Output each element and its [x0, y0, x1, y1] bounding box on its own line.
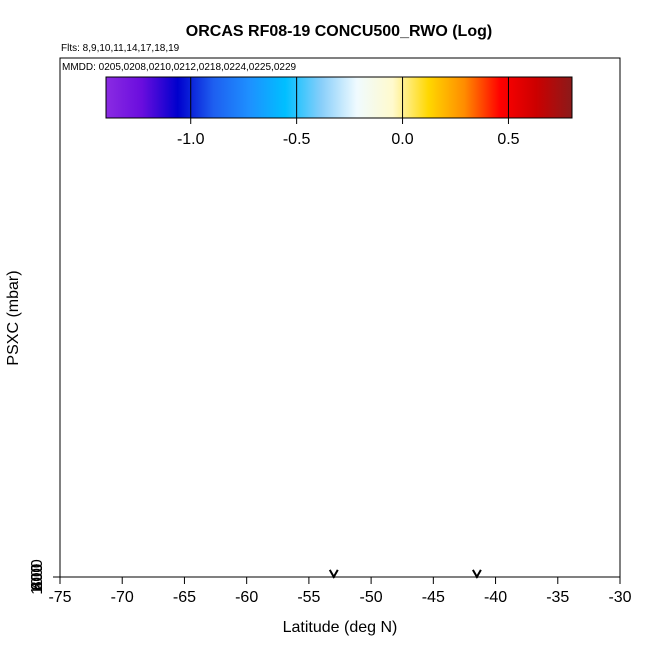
colorbar-ramp: [105, 76, 573, 119]
chart-title: ORCAS RF08-19 CONCU500_RWO (Log): [186, 23, 492, 40]
colorbar-tick-label: 0.0: [391, 131, 413, 148]
colorbar-tick-label: -1.0: [177, 131, 205, 148]
x-tick-label: -30: [608, 589, 631, 606]
y-tick-label: 800: [29, 564, 46, 591]
profile-arrow-head: [472, 569, 482, 579]
x-axis: -75 -70 -65 -60 -55 -50 -45 -40 -35 -30: [48, 576, 632, 606]
y-tick-label: 600: [29, 564, 46, 591]
x-tick-label: -50: [360, 589, 383, 606]
x-tick-label: -40: [484, 589, 507, 606]
chart-subtitle-flights: Flts: 8,9,10,11,14,17,18,19: [61, 43, 180, 54]
colorbar-tick-label: 0.5: [497, 131, 519, 148]
x-tick-label: -75: [48, 589, 71, 606]
x-tick-label: -60: [235, 589, 258, 606]
colorbar-ticks: -1.0 -0.5 0.0 0.5: [177, 77, 520, 148]
x-tick-label: -45: [422, 589, 445, 606]
x-axis-label: Latitude (deg N): [283, 619, 398, 636]
colorbar: -1.0 -0.5 0.0 0.5: [105, 76, 573, 148]
x-tick-label: -70: [111, 589, 134, 606]
y-tick-label: 200: [29, 564, 46, 591]
x-tick-label: -65: [173, 589, 196, 606]
y-tick-label: 400: [29, 564, 46, 591]
colorbar-tick-label: -0.5: [283, 131, 311, 148]
y-axis-label: PSXC (mbar): [5, 270, 22, 365]
plot-frame: [59, 57, 621, 578]
x-tick-label: -35: [546, 589, 569, 606]
x-tick-label: -55: [297, 589, 320, 606]
y-tick-label: 1000: [29, 559, 46, 595]
profile-arrow-head: [328, 569, 339, 579]
chart-subtitle-dates: MMDD: 0205,0208,0210,0212,0218,0224,0225…: [62, 62, 297, 73]
